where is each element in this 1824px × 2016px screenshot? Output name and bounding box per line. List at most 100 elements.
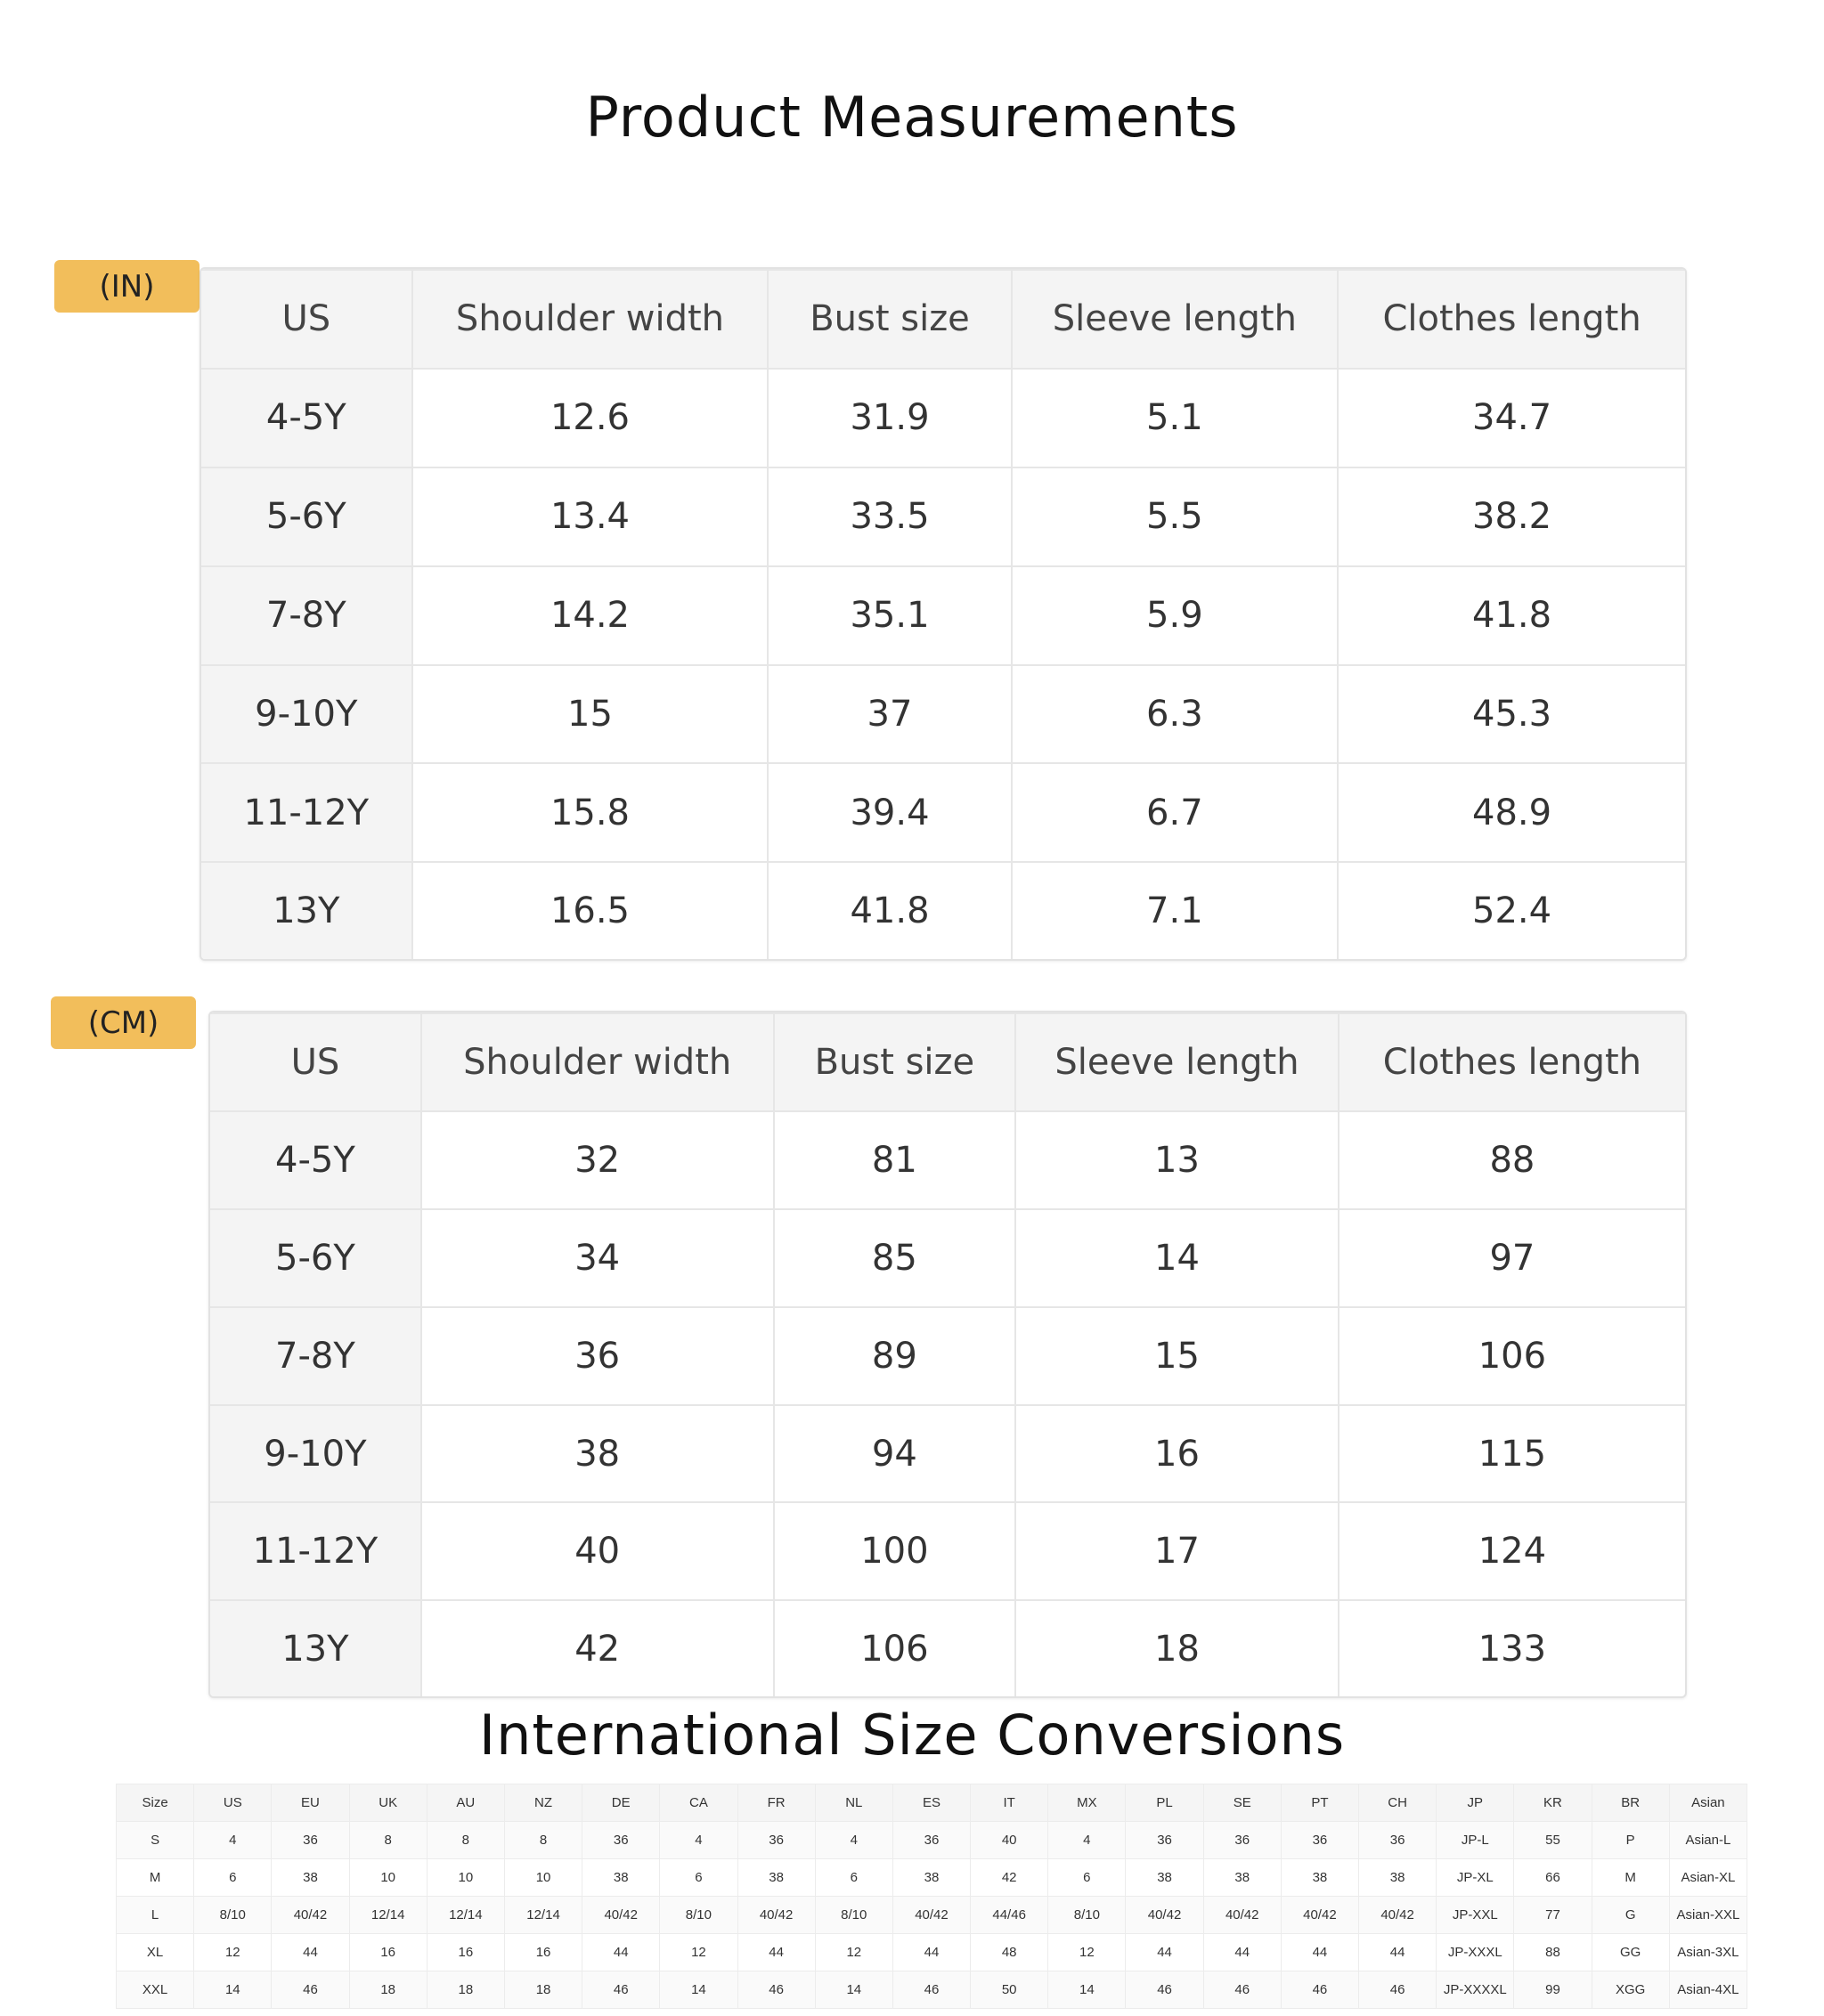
measurement-cm-column-header: Clothes length: [1337, 1012, 1685, 1112]
conversion-column-header: US: [193, 1784, 273, 1822]
measurements-table-inches: US Shoulder width Bust size Sleeve length Cl…: [200, 267, 1687, 961]
conversion-value-cell: JP-XXXXL: [1436, 1971, 1515, 2009]
measurement-cm-row: 7-8Y 36 89 15 106: [210, 1305, 1685, 1406]
conversion-value-cell: M: [1591, 1858, 1670, 1897]
conversion-row: XL 12 44 16 16 16 44 12 44 12 44 48 12 44 44 44 44 JP-XXX…: [115, 1933, 1748, 1971]
conversion-value-cell: 10: [426, 1858, 505, 1897]
conversion-value-cell: 8: [426, 1821, 505, 1859]
conversion-column-header: FR: [737, 1784, 816, 1822]
conversion-value-cell: 8: [503, 1821, 583, 1859]
measurement-in-value-cell: 5.9: [1010, 565, 1340, 666]
measurement-in-row: 9-10Y 15 37 6.3 45.3: [201, 663, 1685, 765]
conversion-value-cell: G: [1591, 1896, 1670, 1934]
measurement-in-value-cell: 13.4: [411, 466, 770, 567]
measurement-in-column-header: US: [201, 269, 413, 370]
conversion-value-cell: 8: [348, 1821, 428, 1859]
conversion-column-header: ES: [892, 1784, 972, 1822]
conversion-value-cell: 40/42: [1202, 1896, 1282, 1934]
measurement-cm-size-cell: 11-12Y: [210, 1501, 422, 1602]
conversion-value-cell: 4: [659, 1821, 738, 1859]
conversion-value-cell: 10: [348, 1858, 428, 1897]
conversion-value-cell: 40/42: [737, 1896, 816, 1934]
measurement-cm-value-cell: 81: [772, 1110, 1017, 1210]
conversion-value-cell: JP-XXXL: [1436, 1933, 1515, 1971]
measurement-cm-value-cell: 97: [1337, 1207, 1685, 1308]
measurements-table-cm: US Shoulder width Bust size Sleeve length Cl…: [208, 1011, 1687, 1698]
measurement-in-value-cell: 5.1: [1010, 367, 1340, 468]
conversion-value-cell: 16: [503, 1933, 583, 1971]
conversion-value-cell: 14: [659, 1971, 738, 2009]
conversion-column-header: KR: [1513, 1784, 1592, 1822]
measurement-in-size-cell: 13Y: [201, 861, 413, 959]
measurement-in-value-cell: 7.1: [1010, 861, 1340, 959]
measurement-cm-row: 4-5Y 32 81 13 88: [210, 1110, 1685, 1210]
conversion-value-cell: 44: [582, 1933, 661, 1971]
measurement-cm-value-cell: 16: [1014, 1403, 1340, 1504]
conversion-value-cell: 44: [1280, 1933, 1360, 1971]
conversion-column-header: JP: [1436, 1784, 1515, 1822]
conversion-value-cell: 36: [1357, 1821, 1437, 1859]
conversion-value-cell: 6: [814, 1858, 893, 1897]
conversion-row: L 8/10 40/42 12/14 12/14 12/14 40/42 8/10 40/42 8…: [115, 1896, 1748, 1934]
conversion-value-cell: 38: [271, 1858, 350, 1897]
measurement-in-value-cell: 37: [767, 663, 1013, 765]
conversion-value-cell: 38: [892, 1858, 972, 1897]
conversion-value-cell: 44: [737, 1933, 816, 1971]
conversion-value-cell: 99: [1513, 1971, 1592, 2009]
measurement-in-row: 5-6Y 13.4 33.5 5.5 38.2: [201, 466, 1685, 567]
conversion-row: S 4 36 8 8 8 36 4 36 4 36 40 4 36 36 36 36 JP-L 55 P Asian-L: [115, 1821, 1748, 1859]
conversion-value-cell: 12/14: [503, 1896, 583, 1934]
measurement-in-size-cell: 4-5Y: [201, 367, 413, 468]
conversion-value-cell: 40: [970, 1821, 1049, 1859]
measurement-in-value-cell: 14.2: [411, 565, 770, 666]
conversion-value-cell: 55: [1513, 1821, 1592, 1859]
conversion-value-cell: 36: [582, 1821, 661, 1859]
conversion-value-cell: 44: [1202, 1933, 1282, 1971]
conversion-value-cell: 44: [271, 1933, 350, 1971]
conversion-column-header: EU: [271, 1784, 350, 1822]
conversion-value-cell: 40/42: [582, 1896, 661, 1934]
conversion-column-header: AU: [426, 1784, 505, 1822]
measurement-cm-size-cell: 7-8Y: [210, 1305, 422, 1406]
measurement-in-value-cell: 15: [411, 663, 770, 765]
measurement-cm-header-row: US Shoulder width Bust size Sleeve length Cl…: [210, 1012, 1685, 1112]
measurement-cm-row: 9-10Y 38 94 16 115: [210, 1403, 1685, 1504]
conversion-value-cell: 38: [1202, 1858, 1282, 1897]
measurement-cm-column-header: Sleeve length: [1014, 1012, 1340, 1112]
conversion-value-cell: 14: [1047, 1971, 1127, 2009]
measurement-in-row: 4-5Y 12.6 31.9 5.1 34.7: [201, 367, 1685, 468]
conversion-value-cell: JP-L: [1436, 1821, 1515, 1859]
measurement-in-value-cell: 5.5: [1010, 466, 1340, 567]
measurement-in-value-cell: 16.5: [411, 861, 770, 959]
measurement-cm-value-cell: 106: [772, 1599, 1017, 1696]
conversion-value-cell: 38: [737, 1858, 816, 1897]
conversion-value-cell: 38: [582, 1858, 661, 1897]
measurement-in-value-cell: 35.1: [767, 565, 1013, 666]
measurement-in-size-cell: 9-10Y: [201, 663, 413, 765]
size-conversion-table: Size US EU UK AU NZ DE CA FR NL ES IT MX PL SE PT CH JP KR…: [115, 1784, 1748, 2009]
measurement-cm-size-cell: 4-5Y: [210, 1110, 422, 1210]
measurement-cm-value-cell: 38: [419, 1403, 775, 1504]
conversion-value-cell: Asian-XXL: [1668, 1896, 1748, 1934]
conversion-value-cell: 36: [1125, 1821, 1204, 1859]
conversion-header-row: Size US EU UK AU NZ DE CA FR NL ES IT MX PL SE PT CH JP KR…: [115, 1784, 1748, 1822]
measurement-cm-row: 11-12Y 40 100 17 124: [210, 1501, 1685, 1602]
conversion-value-cell: 10: [503, 1858, 583, 1897]
conversion-value-cell: 38: [1125, 1858, 1204, 1897]
conversion-column-header: BR: [1591, 1784, 1670, 1822]
measurement-cm-value-cell: 85: [772, 1207, 1017, 1308]
measurement-cm-value-cell: 100: [772, 1501, 1017, 1602]
conversion-column-header: UK: [348, 1784, 428, 1822]
measurement-in-value-cell: 38.2: [1337, 466, 1685, 567]
measurement-in-value-cell: 52.4: [1337, 861, 1685, 959]
conversion-value-cell: 8/10: [1047, 1896, 1127, 1934]
conversion-value-cell: 4: [1047, 1821, 1127, 1859]
conversion-size-cell: M: [115, 1858, 195, 1897]
measurement-in-value-cell: 45.3: [1337, 663, 1685, 765]
measurement-in-value-cell: 48.9: [1337, 762, 1685, 864]
conversion-column-header: IT: [970, 1784, 1049, 1822]
measurement-in-row: 7-8Y 14.2 35.1 5.9 41.8: [201, 565, 1685, 666]
conversion-value-cell: 42: [970, 1858, 1049, 1897]
conversion-value-cell: 40/42: [271, 1896, 350, 1934]
measurement-in-column-header: Sleeve length: [1010, 269, 1340, 370]
